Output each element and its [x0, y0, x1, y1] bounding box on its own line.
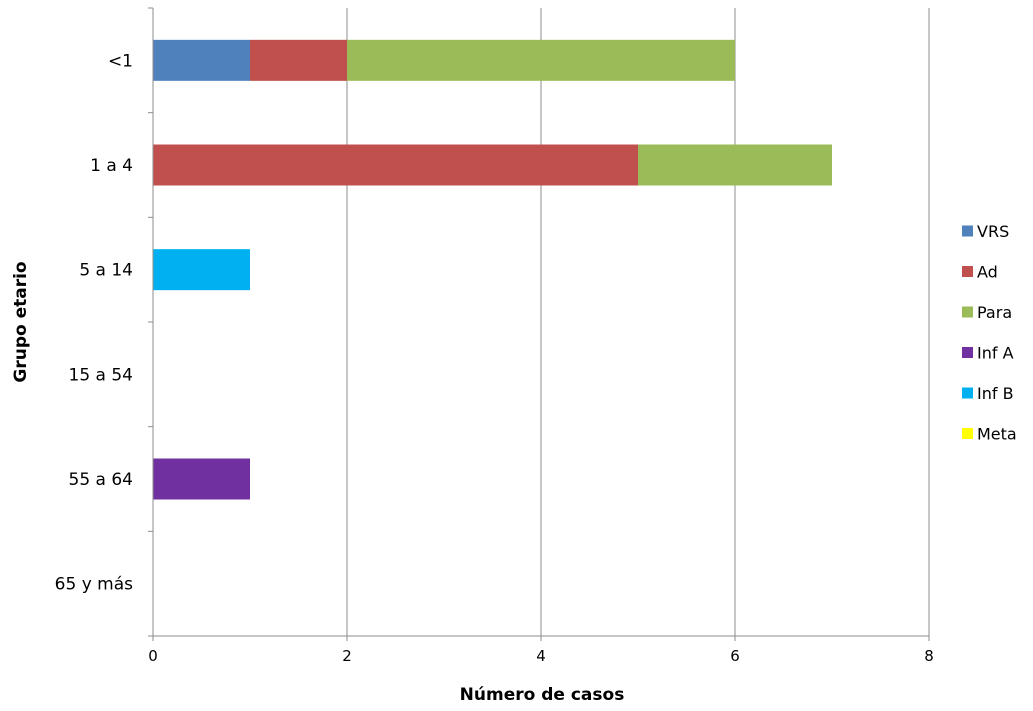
legend: VRS Ad Para Inf A Inf B Meta	[962, 222, 1017, 444]
legend-swatch-5	[962, 428, 973, 439]
axes	[148, 7, 930, 641]
y-tick-label-0: <1	[108, 51, 133, 71]
legend-swatch-3	[962, 347, 973, 358]
legend-label-2: Para	[977, 303, 1012, 322]
y-tick-label-1: 1 a 4	[90, 156, 133, 176]
legend-swatch-1	[962, 266, 973, 277]
bar-4-3	[153, 458, 250, 500]
bar-0-0	[153, 39, 250, 81]
y-tick-label-2: 5 a 14	[79, 261, 133, 281]
bar-1-1	[153, 144, 638, 186]
x-tick-label-2: 4	[536, 647, 546, 665]
y-tick-label-4: 55 a 64	[69, 470, 134, 490]
tick-labels: 0 2 4 6 8 <1 1 a 4 5 a 14 15 a 54 55 a 64 65 y más	[55, 51, 934, 665]
bar-1-2	[638, 144, 832, 186]
y-tick-label-3: 15 a 54	[69, 365, 134, 385]
x-tick-label-1: 2	[342, 647, 352, 665]
legend-label-3: Inf A	[977, 344, 1014, 363]
legend-label-5: Meta	[977, 425, 1017, 444]
x-tick-label-0: 0	[148, 647, 158, 665]
legend-label-1: Ad	[977, 263, 998, 282]
grid-lines	[346, 8, 930, 636]
bar-2-4	[153, 249, 250, 291]
legend-swatch-4	[962, 387, 973, 399]
bars	[153, 39, 832, 500]
bar-0-2	[347, 39, 735, 81]
legend-label-4: Inf B	[977, 384, 1014, 403]
y-axis-title: Grupo etario	[11, 261, 31, 382]
x-tick-label-4: 8	[924, 647, 934, 665]
legend-label-0: VRS	[977, 222, 1009, 241]
y-tick-label-5: 65 y más	[55, 575, 133, 595]
x-axis-title: Número de casos	[460, 685, 625, 705]
legend-swatch-2	[962, 306, 973, 318]
x-tick-label-3: 6	[730, 647, 740, 665]
bar-0-1	[250, 39, 347, 81]
legend-swatch-0	[962, 225, 973, 237]
